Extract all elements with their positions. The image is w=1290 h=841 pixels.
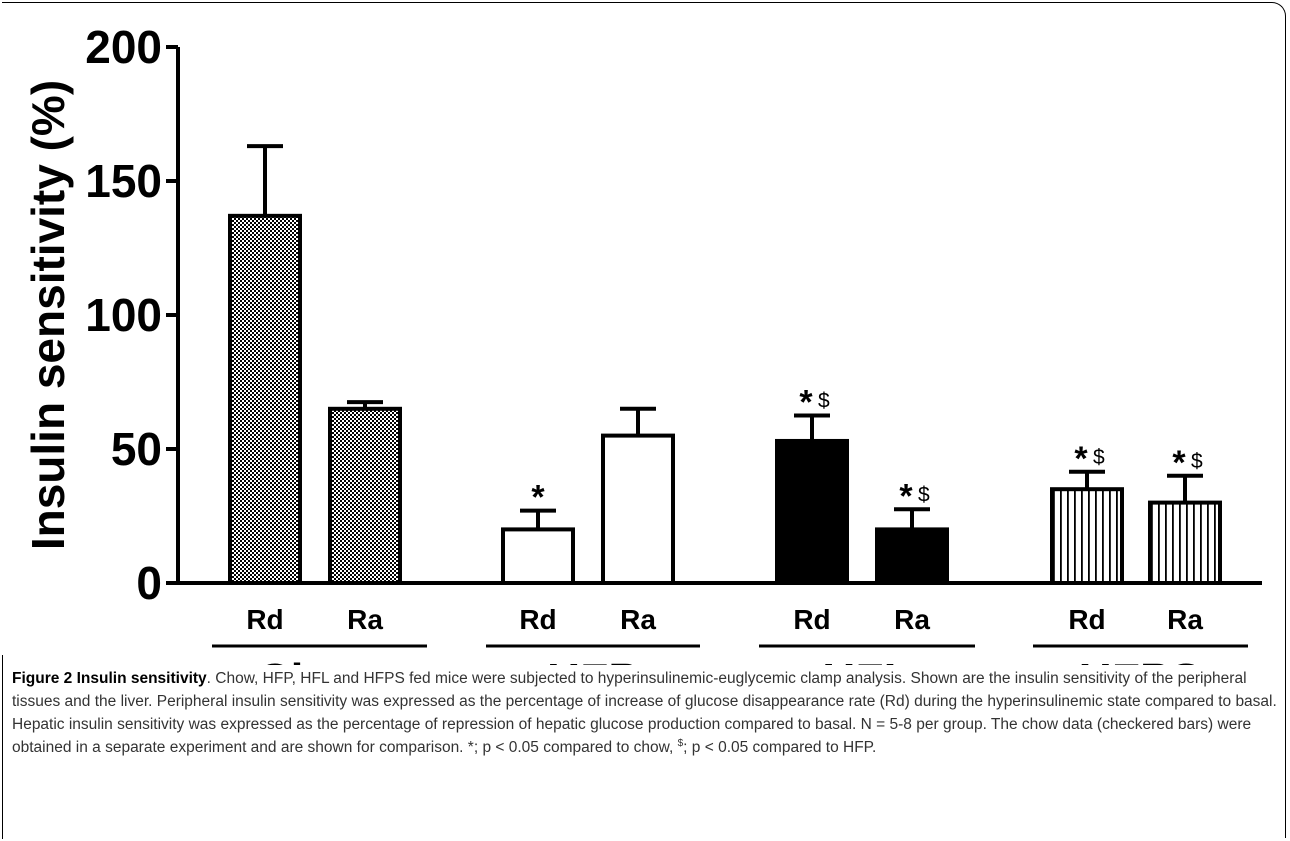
significance-dollar: $ xyxy=(818,390,830,413)
caption-text: . Chow, HFP, HFL and HFPS fed mice were … xyxy=(12,670,1277,756)
bar-category-label: Rd xyxy=(793,604,830,635)
caption-superscript: $ xyxy=(677,737,684,749)
significance-star: * xyxy=(1074,440,1088,478)
bar-category-label: Ra xyxy=(894,604,930,635)
caption-title: Figure 2 Insulin sensitivity xyxy=(12,670,207,687)
y-axis-label: Insulin sensitivity (%) xyxy=(22,80,74,550)
significance-star: * xyxy=(1172,444,1186,482)
bar-category-label: Rd xyxy=(246,604,283,635)
group-label: Chow xyxy=(257,654,382,665)
bar-category-label: Rd xyxy=(519,604,556,635)
significance-star: * xyxy=(531,479,545,517)
significance-star: * xyxy=(899,477,913,515)
bar-hfp-rd xyxy=(501,527,575,586)
group-label: HFP xyxy=(547,654,639,665)
group-label: HFPS xyxy=(1079,654,1202,665)
significance-dollar: $ xyxy=(1191,450,1203,473)
y-tick-label: 0 xyxy=(136,557,162,609)
y-tick-label: 200 xyxy=(85,21,162,73)
bar-hfps-rd xyxy=(1050,487,1124,586)
bar-chow-rd xyxy=(228,213,302,585)
caption-text-end: ; p < 0.05 compared to HFP. xyxy=(683,739,877,756)
bar-category-label: Rd xyxy=(1068,604,1105,635)
y-tick-label: 100 xyxy=(85,289,162,341)
significance-star: * xyxy=(799,384,813,422)
bar-hfp-ra xyxy=(601,433,675,585)
y-tick-label: 150 xyxy=(85,155,162,207)
figure-frame-left-edge xyxy=(2,655,3,839)
bar-category-label: Ra xyxy=(1167,604,1203,635)
figure-caption: Figure 2 Insulin sensitivity. Chow, HFP,… xyxy=(12,667,1280,759)
significance-dollar: $ xyxy=(1093,446,1105,469)
y-tick-label: 50 xyxy=(111,423,162,475)
bar-hfl-ra xyxy=(875,527,949,586)
group-label: HFL xyxy=(822,654,911,665)
bar-category-label: Ra xyxy=(620,604,656,635)
bar-hfl-rd xyxy=(775,438,849,585)
significance-dollar: $ xyxy=(918,483,930,506)
bar-chow-ra xyxy=(328,406,402,585)
bar-category-label: Ra xyxy=(347,604,383,635)
bar-hfps-ra xyxy=(1148,500,1222,586)
